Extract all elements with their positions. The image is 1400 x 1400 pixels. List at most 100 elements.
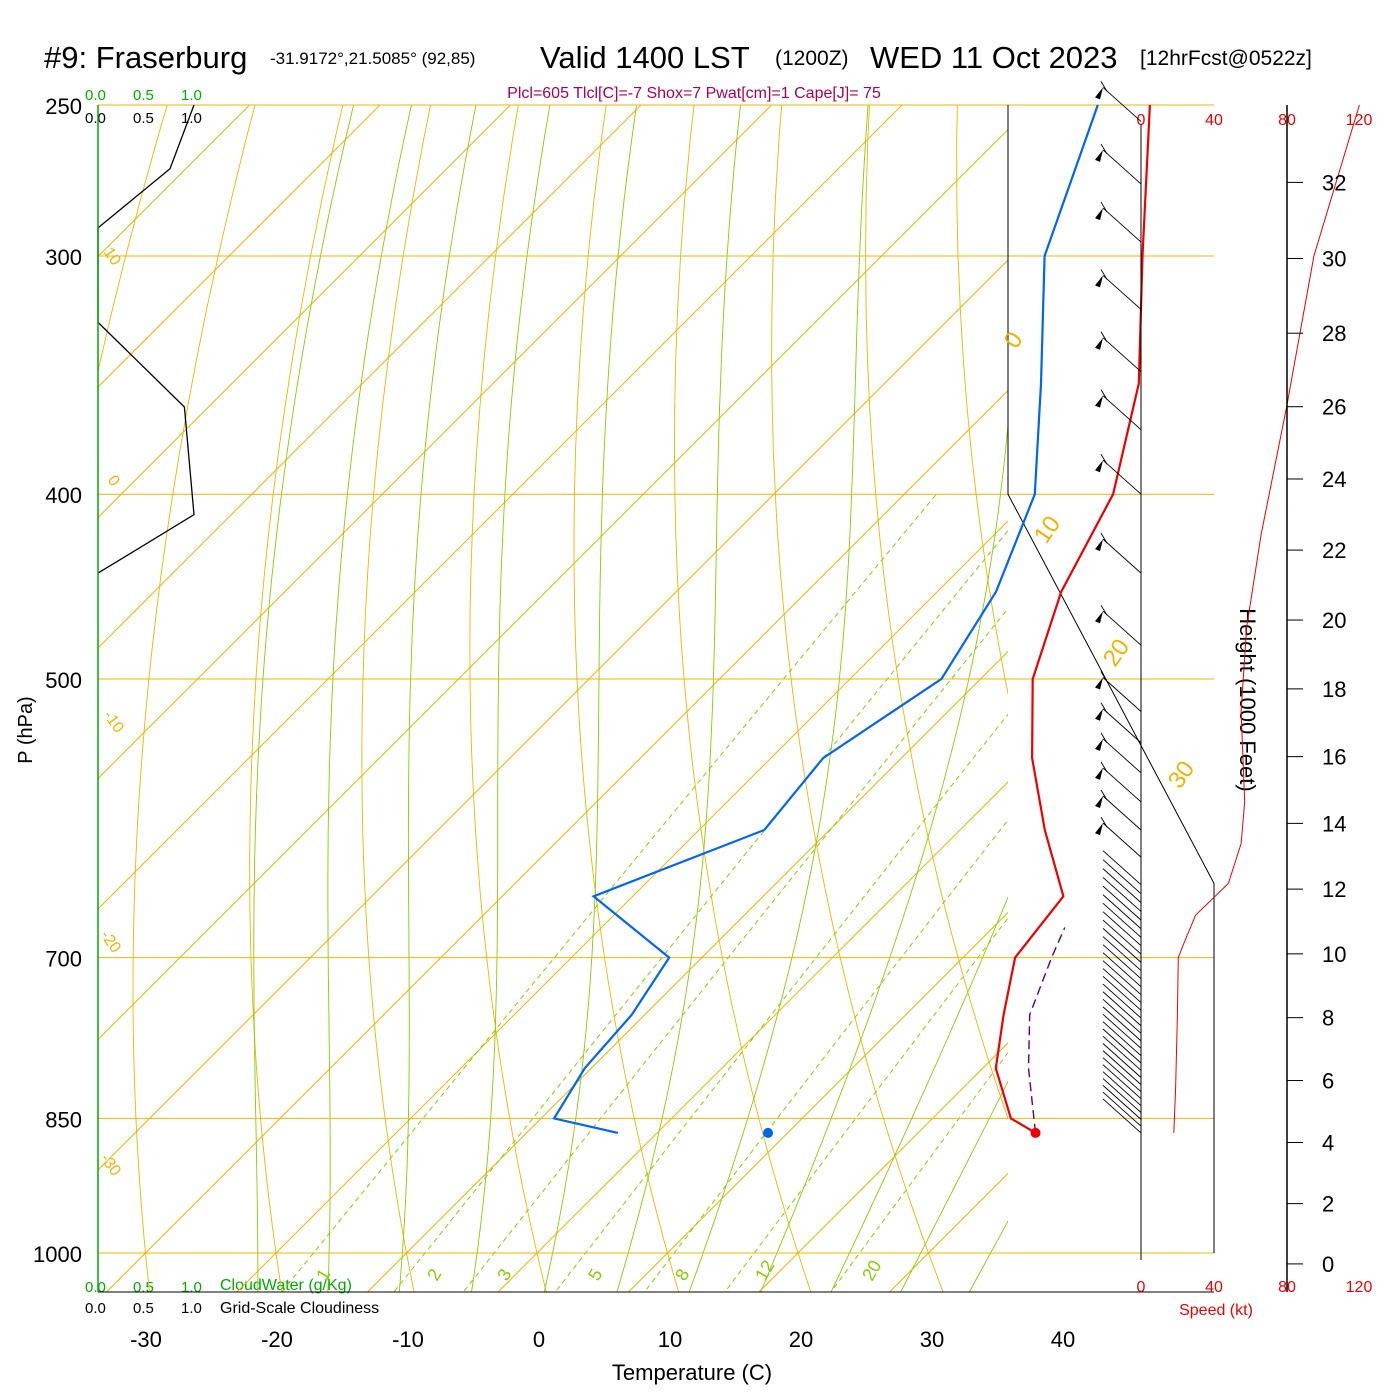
- wind-barb: [1102, 919, 1142, 955]
- wind-barb: [1102, 1021, 1142, 1057]
- wind-barb: [1095, 604, 1142, 646]
- isotherm-line: [98, 105, 381, 388]
- wind-barb: [1095, 789, 1142, 831]
- speed-tick-label-top: 0: [1137, 112, 1146, 129]
- wind-barb-staff: [1102, 1013, 1142, 1049]
- wind-barb: [1095, 81, 1142, 122]
- wind-barb: [1102, 960, 1142, 995]
- dry-adiabat: [865, 105, 1008, 1120]
- x-tick-label: 10: [658, 1327, 682, 1352]
- cloud-water-label: CloudWater (g/Kg): [220, 1277, 352, 1294]
- wind-barb-pennant: [1095, 611, 1103, 624]
- wind-barb-staff: [1102, 87, 1142, 122]
- cloud-water-top-tick-2: 1.0: [181, 87, 202, 104]
- wind-barb-staff: [1102, 991, 1142, 1027]
- isotherm-line: [497, 781, 1008, 1292]
- mixing-ratio-line: [554, 713, 1008, 1292]
- wind-barb-pennant: [1095, 395, 1103, 408]
- cloud-water-top-tick-0: 0.0: [85, 87, 106, 104]
- wind-barb-staff: [1102, 1064, 1142, 1100]
- cloudiness-label: Grid-Scale Cloudiness: [220, 1300, 379, 1317]
- height-tick-label: 6: [1322, 1069, 1334, 1094]
- wind-barb-feather: [1100, 389, 1108, 400]
- wind-barb-staff: [1102, 1035, 1142, 1071]
- wind-barb-feather: [1100, 702, 1108, 713]
- cloudiness-top-tick-2: 1.0: [181, 110, 202, 127]
- wind-barb: [1102, 1050, 1142, 1085]
- dry-adiabat: [361, 105, 432, 1292]
- cloud-water-top-tick-1: 0.5: [133, 87, 154, 104]
- speed-axis-title: Speed (kt): [1179, 1302, 1253, 1319]
- wind-barb-pennant: [1095, 337, 1103, 350]
- wind-barb-staff: [1102, 936, 1142, 971]
- wind-barb-staff: [1102, 919, 1142, 955]
- wind-barb-staff: [1102, 538, 1142, 574]
- height-tick-label: 4: [1322, 1131, 1334, 1156]
- moist-adiabat: [398, 105, 477, 1292]
- height-tick-label: 16: [1322, 745, 1346, 770]
- isotherm-line: [98, 105, 773, 780]
- wind-barb: [1102, 902, 1142, 938]
- parcel-profile: [1027, 927, 1066, 1133]
- wind-barb-pennant: [1095, 539, 1103, 552]
- wind-barb-staff: [1102, 998, 1142, 1034]
- wind-barb: [1102, 1057, 1142, 1093]
- isotherm-line: [236, 520, 1008, 1292]
- wind-barb-pennant: [1095, 149, 1103, 162]
- wind-barb: [1102, 998, 1142, 1034]
- wind-barb: [1095, 389, 1142, 430]
- dry-adiabat: [771, 105, 944, 1292]
- wind-barb-pennant: [1095, 767, 1103, 780]
- wind-barb-feather: [1100, 816, 1108, 828]
- surface-temperature-marker: [1030, 1127, 1041, 1138]
- wind-barb-staff: [1102, 944, 1142, 979]
- speed-tick-label-bottom: 40: [1205, 1279, 1223, 1296]
- wind-barb-pennant: [1095, 823, 1103, 836]
- dry-adiabat: [1305, 71, 1400, 1400]
- wind-barb: [1102, 911, 1142, 947]
- height-tick-label: 2: [1322, 1192, 1334, 1217]
- mixing-ratio-label: 3: [493, 1265, 515, 1284]
- wind-barb-staff: [1102, 610, 1142, 646]
- x-tick-label: 20: [789, 1327, 813, 1352]
- y-tick-label: 850: [45, 1107, 82, 1132]
- wind-barb-pennant: [1095, 738, 1103, 751]
- mixing-ratio-label: 20: [858, 1257, 885, 1284]
- wind-barb: [1102, 991, 1142, 1027]
- wind-barb-staff: [1102, 459, 1142, 495]
- moist-adiabat: [968, 1220, 1008, 1292]
- y-tick-label: 400: [45, 483, 82, 508]
- wind-barb-staff: [1102, 1021, 1142, 1057]
- wind-barb-feather: [1100, 732, 1108, 744]
- wind-barb-staff: [1102, 738, 1142, 774]
- wind-barb-staff: [1102, 1050, 1142, 1085]
- wind-barb-staff: [1102, 1098, 1142, 1134]
- wind-barb-feather: [1100, 269, 1108, 280]
- cloud-water-bottom-tick-1: 0.5: [133, 1279, 154, 1296]
- surface-dewpoint-marker: [763, 1127, 774, 1138]
- forecast-date: WED 11 Oct 2023: [870, 40, 1118, 75]
- wind-barb-staff: [1102, 902, 1142, 938]
- wind-barb-staff: [1102, 149, 1142, 185]
- speed-tick-label-top: 120: [1346, 112, 1373, 129]
- wind-barb-feather: [1100, 81, 1108, 92]
- wind-barb: [1102, 1028, 1142, 1064]
- wind-barb: [1102, 885, 1142, 921]
- isotherm-label: 30: [1163, 756, 1200, 793]
- station-coords: -31.9172°,21.5085° (92,85): [270, 49, 475, 68]
- speed-tick-label-bottom: 0: [1137, 1279, 1146, 1296]
- cloud-water-bottom-tick-2: 1.0: [181, 1279, 202, 1296]
- cloudiness-bottom-tick-2: 1.0: [181, 1300, 202, 1317]
- mixing-ratio-line: [643, 819, 1008, 1292]
- wind-barb-pennant: [1095, 795, 1103, 808]
- station-name: #9: Fraserburg: [44, 40, 247, 75]
- wind-barb-staff: [1102, 1091, 1142, 1127]
- wind-barb-staff: [1102, 1057, 1142, 1093]
- height-tick-label: 12: [1322, 877, 1346, 902]
- x-tick-label: -30: [130, 1327, 162, 1352]
- height-tick-label: 18: [1322, 677, 1346, 702]
- wind-barb: [1095, 671, 1142, 712]
